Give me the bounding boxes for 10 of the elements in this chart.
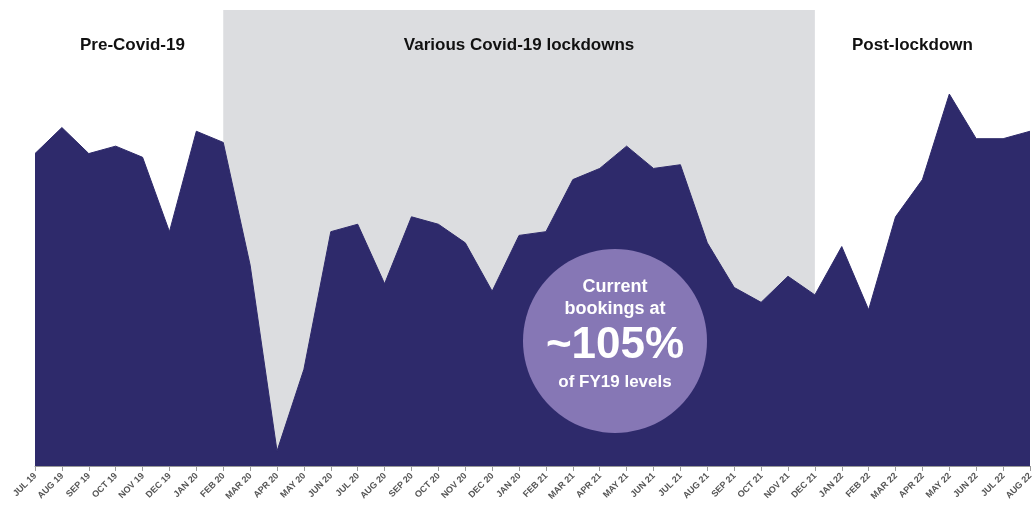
annotation: of FY19 levels — [558, 372, 672, 391]
band-label: Various Covid-19 lockdowns — [403, 35, 635, 54]
x-tick-label: JUL 21 — [656, 470, 684, 499]
annotation: Current bookings at — [564, 276, 666, 318]
text: Post-lockdown — [852, 35, 973, 54]
text: Pre-Covid-19 — [80, 35, 185, 54]
x-tick-label: JUL 22 — [978, 470, 1007, 499]
annotation: ~105% — [545, 317, 685, 367]
x-tick-label: JUL 20 — [333, 470, 362, 499]
x-tick-label: JUL 19 — [10, 470, 39, 499]
